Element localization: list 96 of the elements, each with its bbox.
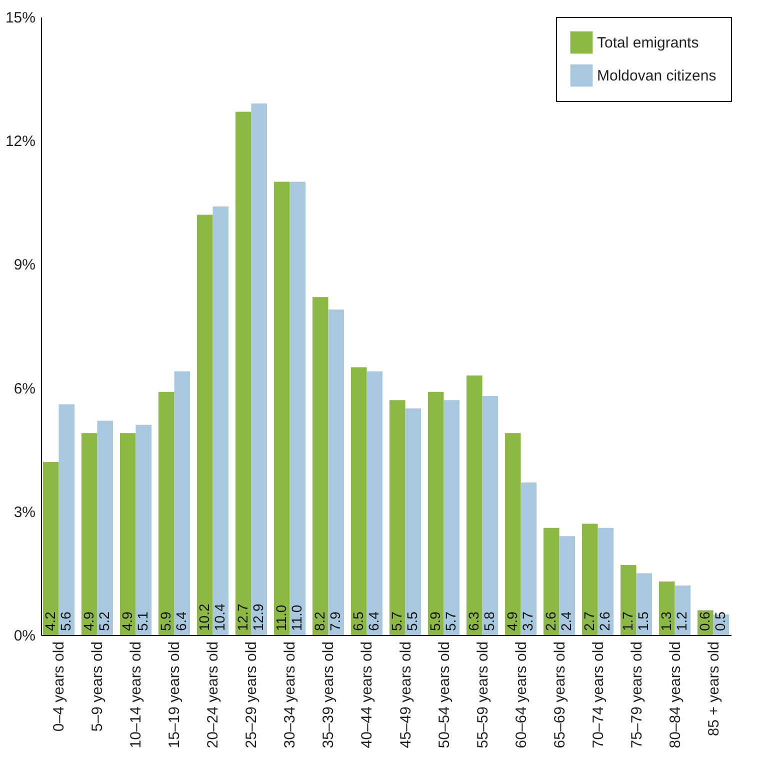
bar [674,586,691,635]
bar [543,528,560,635]
data-label: 4.9 [118,611,135,631]
data-label: 6.3 [465,611,482,631]
bar [466,375,482,635]
data-label: 5.9 [426,611,443,631]
legend-label: Total emigrants [597,34,699,52]
x-tick-label: 55–59 years old [474,642,492,748]
data-label: 6.4 [366,611,382,631]
x-tick-label: 65–69 years old [551,642,568,748]
bar [212,206,229,635]
bar [598,528,614,635]
bar [582,524,598,635]
data-label: 3.7 [520,611,536,631]
data-label: 5.6 [58,611,74,631]
bar [520,482,537,635]
y-tick-label: 0% [14,628,36,644]
x-tick-label: 50–54 years old [436,642,453,748]
data-label: 0.6 [696,611,712,631]
x-tick-label: 20–24 years old [204,642,222,748]
x-tick-label: 80–84 years old [666,642,684,748]
data-label: 2.7 [580,611,597,631]
bar [196,214,213,635]
data-label: 6.4 [173,611,190,631]
y-tick-label: 12% [5,133,36,150]
data-label: 5.7 [388,611,404,631]
data-label: 5.2 [96,611,112,631]
data-label: 1.2 [674,611,690,631]
x-tick-label: 30–34 years old [282,642,299,748]
data-label: 5.5 [404,611,420,631]
legend-label: Moldovan citizens [597,68,716,84]
x-tick-label: 15–19 years old [166,642,184,748]
data-label: 7.9 [327,611,344,631]
x-tick-label: 5–9 years old [89,642,106,732]
bar [312,297,328,635]
bar [482,396,498,635]
x-tick-label: 60–64 years old [512,642,530,748]
y-tick-label: 6% [14,380,36,398]
data-label: 1.3 [658,611,674,631]
y-tick-label: 15% [5,10,36,26]
data-label: 5.8 [481,611,498,631]
bar [658,581,675,635]
data-label: 2.6 [542,611,558,631]
data-label: 6.5 [350,611,366,631]
y-tick-label: 9% [14,256,36,274]
data-label: 1.7 [619,611,636,631]
bar [350,367,367,635]
bar [81,433,98,635]
bar [42,462,59,635]
data-label: 5.1 [134,611,151,631]
bar [328,310,344,635]
y-tick-label: 3% [14,504,36,521]
bar [636,573,652,635]
data-label: 2.6 [596,611,613,631]
data-label: 10.2 [196,604,212,631]
bar [158,392,174,635]
bar [58,404,74,635]
bar [274,182,290,635]
bar [120,433,136,635]
bar [174,371,190,635]
data-label: 5.9 [157,611,174,631]
x-tick-label: 45–49 years old [397,642,414,748]
bar [97,420,114,635]
data-label: 4.2 [42,611,58,631]
x-tick-label: 40–44 years old [358,642,376,748]
bar [366,371,383,635]
data-label: 12.7 [234,604,250,631]
x-tick-label: 75–79 years old [628,642,646,748]
bar [620,564,636,635]
data-label: 8.2 [311,611,328,631]
data-label: 4.9 [504,611,520,631]
bar [251,104,268,635]
data-label: 2.4 [558,611,574,631]
x-tick-label: 0–4 years old [50,642,68,732]
bar [389,400,406,635]
bar [428,392,444,635]
data-label: 5.7 [442,611,459,631]
data-label: 0.5 [712,611,728,631]
x-tick-label: 70–74 years old [590,642,607,748]
x-tick-label: 35–39 years old [320,642,338,748]
data-label: 4.9 [80,611,96,631]
data-label: 11.0 [272,604,289,631]
bar [405,408,422,635]
x-tick-label: 10–14 years old [128,642,145,748]
data-label: 12.9 [250,604,266,631]
bar [444,400,460,635]
bar [559,536,576,635]
data-label: 11.0 [288,604,305,631]
bar [136,424,152,635]
x-tick-label: 85 + years old [705,642,722,736]
bar [290,182,306,635]
bar [235,112,252,635]
bar [504,433,521,635]
data-label: 1.5 [635,611,652,631]
x-tick-label: 25–29 years old [243,642,260,748]
data-label: 10.4 [212,604,228,631]
